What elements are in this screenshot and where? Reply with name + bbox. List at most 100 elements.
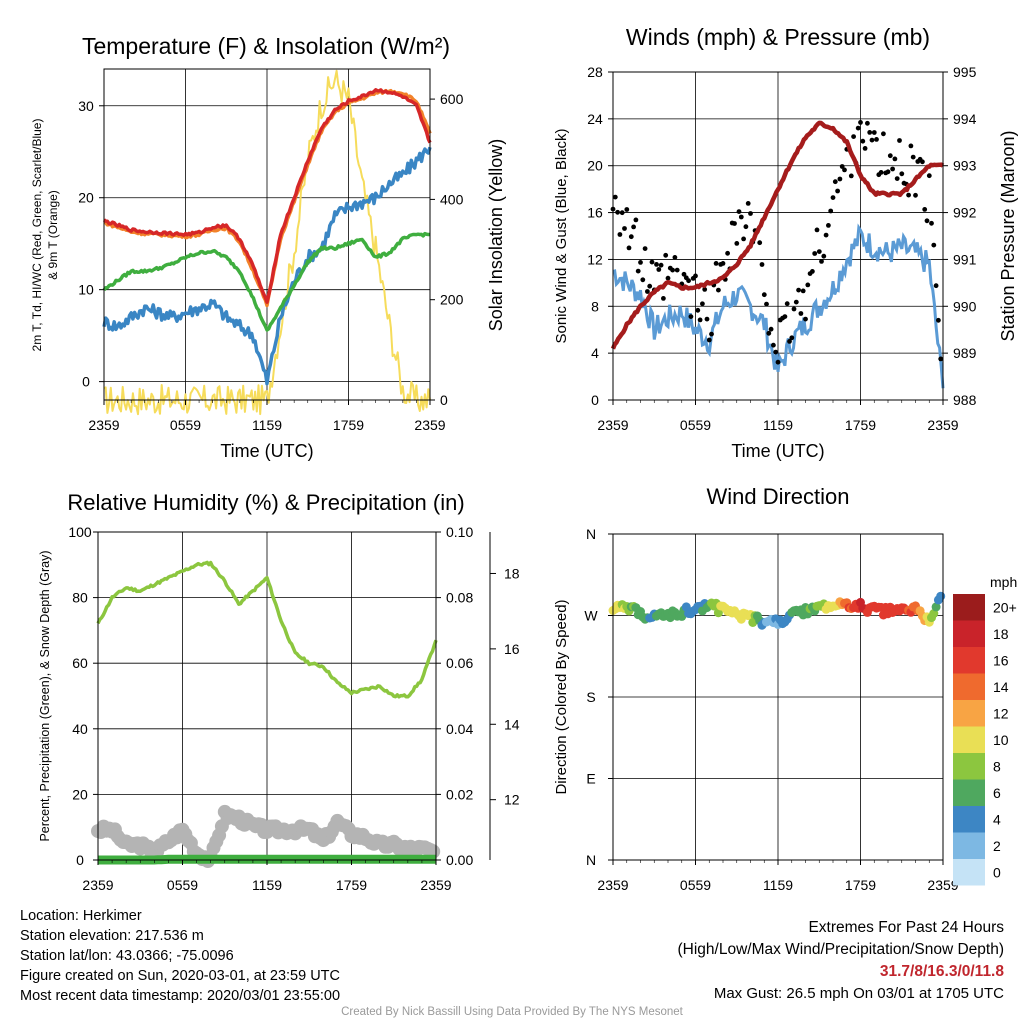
gust-point [890,166,895,172]
y-tick-label: 16 [587,205,603,221]
gust-point [759,262,765,267]
extremes-title: Extremes For Past 24 Hours [808,919,1004,936]
gust-point [768,326,774,332]
y3-tick-label: 18 [504,565,520,581]
gust-point [693,273,698,279]
gust-point [720,261,726,266]
winds-y2label: Station Pressure (Maroon) [998,130,1018,341]
colorbar-swatch [953,647,985,674]
y2-tick-label: 600 [440,91,464,107]
y2-tick-label: 995 [953,64,977,80]
figure-created: Figure created on Sun, 2020-03-01, at 23… [20,968,340,984]
y-tick-label: E [586,771,595,787]
y-tick-label: 60 [72,655,88,671]
x-tick-label: 1159 [763,417,793,433]
colorbar-label: 10 [993,732,1009,748]
gust-point [670,267,675,273]
colorbar-swatch [953,832,985,859]
winds-panel: Winds (mph) & Pressure (mb) 2359 0559 1159… [553,24,1018,461]
y-tick-label: 100 [68,524,92,540]
gust-point [878,170,884,175]
colorbar-swatch [953,859,985,886]
y2-tick-label: 989 [953,345,977,361]
gust-point [622,226,627,231]
gust-point [787,339,792,344]
y-tick-label: N [586,526,596,542]
x-tick-label: 1759 [333,417,364,433]
gust-point [798,311,804,316]
gust-point [635,268,641,274]
gust-point [638,260,643,265]
colorbar-label: 20+ [993,599,1017,615]
x-tick-label: 2359 [927,417,958,433]
gust-point [906,192,911,198]
x-tick-label: 2359 [88,417,119,433]
gust-point [871,130,877,135]
colorbar-swatch [953,806,985,833]
humidity-panel: Relative Humidity (%) & Precipitation (i… [38,490,520,893]
gust-point [628,234,634,240]
gust-point [713,261,719,266]
y3-tick-label: 12 [504,792,520,808]
y-tick-label: 40 [72,721,88,737]
gust-point [931,242,937,248]
x-tick-label: 2359 [82,877,113,893]
colorbar-label: 14 [993,679,1009,695]
gust-point [704,316,710,322]
gust-point [885,169,891,175]
gust-point [658,262,664,268]
gust-point [688,314,694,319]
gust-point [642,246,648,252]
series-line-rh [96,560,438,699]
gust-point [672,255,678,260]
colorbar-label: 0 [993,864,1001,880]
x-tick-label: 0559 [680,417,711,433]
colorbar-swatch [953,726,985,753]
x-tick-label: 2359 [597,417,628,433]
y2-tick-label: 0.00 [446,852,473,868]
y3-tick-label: 16 [504,641,520,657]
gust-point [697,317,703,323]
y2-tick-label: 0.02 [446,786,473,802]
gust-point [743,224,749,230]
gust-point [812,251,818,256]
temperature-title: Temperature (F) & Insolation (W/m²) [82,33,450,59]
gust-point [619,210,625,216]
y2-tick-label: 0.10 [446,524,473,540]
gust-point [645,289,650,294]
gust-point [661,296,666,301]
gust-point [612,194,618,200]
gust-point [775,359,781,365]
y-tick-label: 28 [587,64,603,80]
gust-point [748,211,753,216]
gust-point [734,241,740,246]
x-tick-label: 2359 [420,877,451,893]
temperature-ylabel-line2: & 9m T (Orange) [46,190,60,280]
colorbar-label: 4 [993,811,1001,827]
gust-point [771,342,776,348]
gust-point [686,278,691,284]
y-tick-label: 24 [587,111,603,127]
gust-point [913,192,918,198]
recent-timestamp: Most recent data timestamp: 2020/03/01 2… [20,988,341,1004]
y-tick-label: 20 [72,786,88,802]
gust-point [656,267,662,272]
x-tick-label: 1159 [252,417,282,433]
y-tick-label: 8 [591,298,599,314]
gust-point [784,301,790,307]
y-tick-label: 4 [591,345,599,361]
humidity-title: Relative Humidity (%) & Precipitation (i… [67,490,464,515]
x-tick-label: 0559 [680,877,711,893]
gust-point [892,156,898,162]
x-tick-label: 2359 [927,877,958,893]
y-tick-label: 0 [591,392,599,408]
gust-point [800,288,806,294]
y-tick-label: N [586,852,596,868]
gust-point [899,171,905,177]
wind-direction-ylabel: Direction (Colored By Speed) [553,599,570,794]
gust-point [810,269,815,274]
temperature-panel: Temperature (F) & Insolation (W/m²) 2359… [30,33,506,461]
gust-point [764,301,769,307]
y2-tick-label: 0 [440,392,448,408]
gust-point [803,316,808,322]
